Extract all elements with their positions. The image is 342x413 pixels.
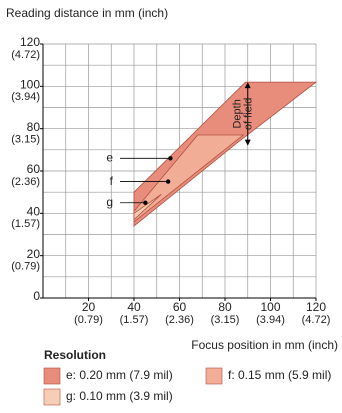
y-tick-label: 80 — [27, 120, 41, 134]
legend-swatch — [43, 367, 61, 385]
x-tick-label: 80 — [218, 300, 232, 314]
point — [168, 156, 173, 161]
legend-swatch — [205, 367, 223, 385]
y-tick-label: 120 — [20, 35, 40, 49]
x-tick-label: 120 — [306, 300, 326, 314]
point-label: e — [106, 150, 113, 164]
x-tick-label: 40 — [127, 300, 141, 314]
annotation-text: of field — [243, 98, 255, 130]
point — [165, 179, 171, 184]
x-tick-label: 20 — [82, 300, 96, 314]
y-tick-label: 100 — [20, 78, 40, 92]
y-tick-sublabel: (2.36) — [11, 176, 40, 188]
x-tick-label: 60 — [173, 300, 187, 314]
y-tick-sublabel: (4.72) — [11, 49, 40, 61]
x-tick-label: 100 — [260, 300, 280, 314]
legend-title: Resolution — [44, 348, 106, 362]
point-label: g — [106, 195, 113, 209]
x-tick-sublabel: (4.72) — [302, 314, 331, 326]
y-axis-title: Reading distance in mm (inch) — [6, 6, 168, 20]
y-tick-label: 20 — [27, 247, 41, 261]
legend-label: g: 0.10 mm (3.9 mil) — [66, 389, 173, 403]
y-tick-sublabel: (3.94) — [11, 91, 40, 103]
x-tick-sublabel: (2.36) — [165, 314, 194, 326]
y-tick-sublabel: (3.15) — [11, 134, 40, 146]
y-tick-label: 60 — [27, 162, 41, 176]
legend-label: e: 0.20 mm (7.9 mil) — [66, 368, 173, 382]
legend-swatch — [43, 388, 61, 406]
y-tick-sublabel: (0.79) — [11, 261, 40, 273]
legend-label: f: 0.15 mm (5.9 mil) — [228, 368, 331, 382]
x-tick-sublabel: (0.79) — [74, 314, 103, 326]
x-axis-title: Focus position in mm (inch) — [191, 338, 338, 352]
x-tick-sublabel: (3.94) — [256, 314, 285, 326]
region — [133, 193, 162, 221]
annotation-text: Depth — [232, 99, 244, 128]
y-tick-label: 0 — [33, 289, 40, 303]
point-label: f — [110, 174, 114, 188]
y-tick-sublabel: (1.57) — [11, 218, 40, 230]
x-tick-sublabel: (1.57) — [120, 314, 149, 326]
y-tick-label: 40 — [27, 205, 41, 219]
x-tick-sublabel: (3.15) — [211, 314, 240, 326]
point — [143, 200, 148, 205]
